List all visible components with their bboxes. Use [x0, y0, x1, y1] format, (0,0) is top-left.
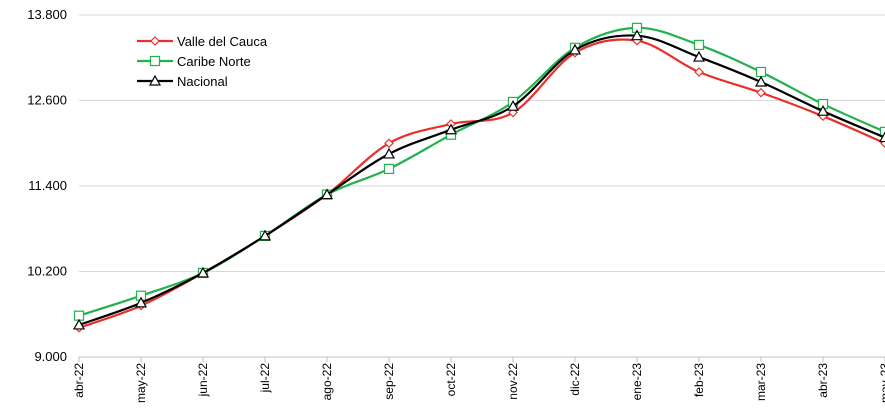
- marker: [382, 147, 396, 159]
- marker: [196, 266, 210, 278]
- legend-label: Valle del Cauca: [177, 34, 268, 49]
- marker: [72, 318, 86, 330]
- x-tick-label: jul-22: [258, 363, 272, 394]
- legend-label: Nacional: [177, 74, 228, 89]
- marker: [320, 188, 334, 200]
- marker: [444, 123, 458, 135]
- marker: [693, 39, 705, 51]
- marker: [630, 29, 644, 41]
- x-tick-label: mar-23: [754, 363, 768, 401]
- x-tick-label: abr-23: [816, 363, 830, 398]
- marker: [383, 163, 395, 174]
- y-tick-label: 9.000: [34, 349, 67, 364]
- marker: [878, 131, 885, 143]
- x-tick-label: abr-22: [72, 363, 86, 398]
- x-tick-label: feb-23: [692, 363, 706, 397]
- series-line: [78, 34, 885, 326]
- y-tick-label: 11.400: [28, 178, 67, 193]
- x-tick-label: jun-22: [196, 363, 210, 398]
- x-tick-label: sep-22: [382, 363, 396, 400]
- x-tick-label: may-23: [878, 363, 885, 403]
- marker: [258, 229, 272, 241]
- marker: [755, 66, 767, 78]
- x-tick-label: may-22: [134, 363, 148, 403]
- y-tick-label: 10.200: [27, 264, 67, 279]
- marker: [754, 75, 768, 87]
- y-tick-label: 13.800: [27, 7, 67, 22]
- legend-label: Caribe Norte: [177, 54, 251, 69]
- marker: [134, 296, 148, 308]
- marker: [506, 99, 520, 111]
- marker: [692, 50, 706, 62]
- x-tick-label: ene-23: [630, 363, 644, 401]
- x-tick-label: dic-22: [568, 363, 582, 396]
- marker: [816, 104, 830, 116]
- x-tick-label: ago-22: [320, 363, 334, 401]
- marker: [879, 126, 885, 137]
- y-tick-label: 12.600: [27, 93, 67, 108]
- marker: [148, 74, 162, 86]
- marker: [694, 67, 704, 77]
- marker: [149, 55, 161, 67]
- marker: [384, 138, 394, 149]
- marker: [756, 87, 766, 98]
- x-tick-label: nov-22: [506, 363, 520, 400]
- x-tick-label: oct-22: [444, 363, 458, 397]
- marker: [150, 36, 160, 46]
- marker: [568, 43, 582, 55]
